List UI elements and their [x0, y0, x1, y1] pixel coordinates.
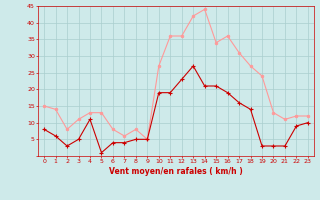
X-axis label: Vent moyen/en rafales ( km/h ): Vent moyen/en rafales ( km/h )	[109, 167, 243, 176]
